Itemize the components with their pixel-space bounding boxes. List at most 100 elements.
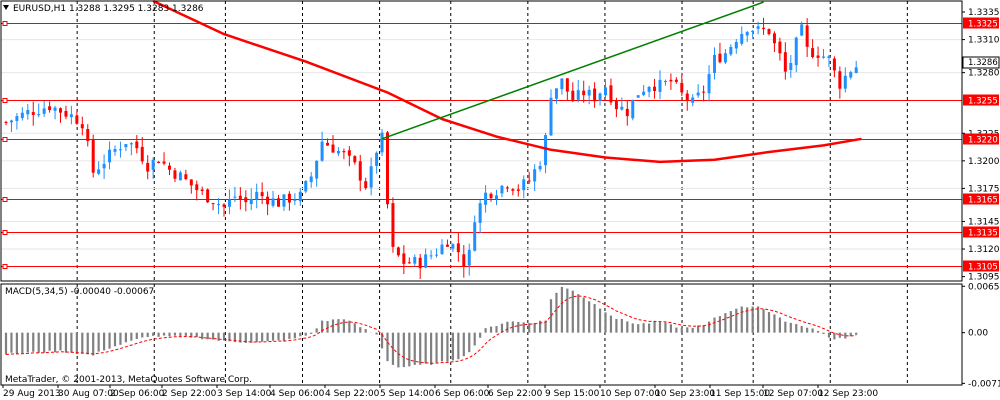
price-tick-label: 1.3280 <box>968 69 1000 79</box>
candle-body <box>467 249 471 266</box>
level-price-label: 1.3135 <box>968 229 998 239</box>
level-handle[interactable] <box>2 197 8 202</box>
candle-body <box>816 55 820 58</box>
candle-body <box>843 75 847 89</box>
candle-body <box>413 257 417 264</box>
candle-body <box>424 254 428 268</box>
candle-body <box>184 174 188 180</box>
candle-body <box>97 169 101 174</box>
candle-body <box>336 150 340 154</box>
candle-body <box>625 108 629 117</box>
time-tick-label: 12 Sep 07:00 <box>763 389 823 399</box>
candle-body <box>309 176 313 183</box>
candle-body <box>533 169 537 182</box>
level-handle[interactable] <box>2 137 8 142</box>
candle-body <box>805 25 809 47</box>
trendline-layer[interactable] <box>381 1 764 140</box>
candle-body <box>37 114 41 116</box>
current-price-marker: 1.3286 <box>962 56 1000 69</box>
candle-body <box>631 99 635 119</box>
candle-body <box>772 33 776 44</box>
level-price-box <box>963 226 999 238</box>
candle-body <box>800 24 804 36</box>
level-handle[interactable] <box>2 264 8 269</box>
copyright-text: MetaTrader, © 2001-2013, MetaQuotes Soft… <box>5 375 252 385</box>
candle-body <box>168 165 171 170</box>
candle-body <box>146 162 150 172</box>
candle-body <box>729 46 733 55</box>
time-tick-label: 12 Sep 23:00 <box>818 389 878 399</box>
level-price-label: 1.3165 <box>968 196 998 206</box>
candle-body <box>391 203 395 247</box>
candle-body <box>53 107 57 111</box>
candle-body <box>811 48 815 58</box>
trendline[interactable] <box>381 1 764 140</box>
moving-average <box>152 0 862 164</box>
candle-body <box>500 185 504 194</box>
candle-body <box>118 149 122 151</box>
time-tick-label: 11 Sep 15:00 <box>710 389 770 399</box>
price-tick-label: 1.3310 <box>968 36 1000 46</box>
candle-body <box>282 194 286 207</box>
candle-body <box>745 32 749 36</box>
current-price-box <box>962 56 1000 69</box>
price-tick-label: 1.3145 <box>968 217 1000 227</box>
time-tick-label: 30 Aug 07:00 <box>58 389 119 399</box>
candle-body <box>794 37 798 66</box>
level-price-box <box>963 94 999 106</box>
macd-tick-label: 0.00 <box>968 329 988 339</box>
candle-body <box>767 29 771 35</box>
candle-body <box>571 90 575 102</box>
level-price-label: 1.3255 <box>968 97 998 107</box>
candle-body <box>489 193 493 199</box>
candle-body <box>195 184 199 191</box>
time-tick-label: 9 Sep 15:00 <box>545 389 600 399</box>
candle-body <box>86 129 90 142</box>
time-tick-label: 2 Sep 06:00 <box>110 389 165 399</box>
chart-menu-icon[interactable] <box>3 5 9 10</box>
candle-body <box>522 179 526 191</box>
candle-body <box>723 53 727 63</box>
candle-body <box>653 86 657 92</box>
candle-body <box>674 79 678 82</box>
time-tick-label: 6 Sep 22:00 <box>488 389 543 399</box>
candle-body <box>358 161 362 181</box>
time-tick-label: 4 Sep 06:00 <box>270 389 325 399</box>
macd-signal <box>5 295 857 364</box>
level-handle[interactable] <box>2 21 8 26</box>
candle-body <box>69 114 73 118</box>
candle-body <box>277 198 280 207</box>
level-handle[interactable] <box>2 98 8 103</box>
candle-body <box>691 97 695 103</box>
candle-body <box>80 124 84 129</box>
time-tick-label: 4 Sep 22:00 <box>325 389 380 399</box>
candle-body <box>587 89 591 96</box>
candle-body <box>593 88 597 102</box>
candle-body <box>315 160 319 179</box>
candle-body <box>734 42 738 49</box>
candle-body <box>108 149 112 163</box>
level-labels: 1.3325 1.3255 1.3220 1.3165 1.3135 1.3105 <box>963 17 999 273</box>
candle-body <box>102 163 106 169</box>
macd-signal-line <box>5 295 857 364</box>
candle-body <box>42 108 46 114</box>
candle-body <box>435 254 439 256</box>
macd-axis: 0.00654 0.00 -0.00715 <box>962 282 1000 389</box>
candle-body <box>718 53 722 63</box>
candle-body <box>451 244 455 249</box>
candle-body <box>484 192 488 205</box>
level-price-label: 1.3325 <box>968 20 998 30</box>
level-handle[interactable] <box>2 230 8 235</box>
candle-body <box>445 244 449 247</box>
candle-body <box>702 91 706 93</box>
candle-body <box>663 80 667 83</box>
candle-body <box>642 91 646 95</box>
candle-body <box>418 257 422 269</box>
candle-body <box>298 191 302 202</box>
level-price-label: 1.3105 <box>968 263 998 273</box>
candle-body <box>342 151 346 153</box>
candle-body <box>238 195 242 200</box>
candle-body <box>511 189 515 191</box>
time-tick-label: 5 Sep 14:00 <box>380 389 435 399</box>
